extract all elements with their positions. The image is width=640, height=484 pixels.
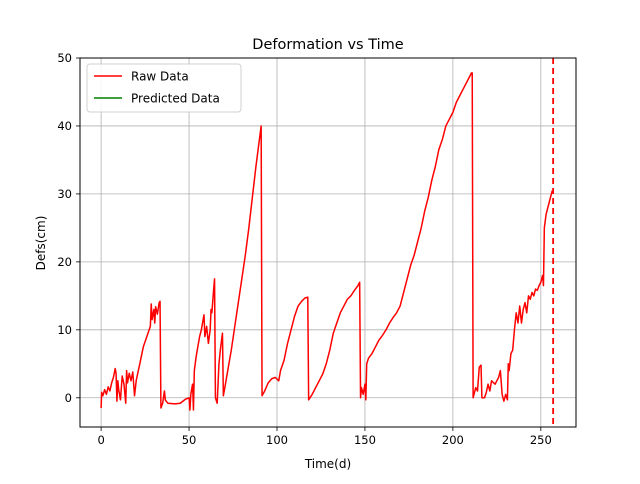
legend-label-raw-data: Raw Data (131, 70, 189, 84)
legend-label-predicted-data: Predicted Data (131, 92, 220, 106)
legend-box (86, 63, 242, 113)
grid (80, 57, 576, 427)
y-tick-label: 30 (57, 187, 72, 201)
x-tick-label: 0 (97, 433, 104, 447)
x-tick-label: 250 (530, 433, 552, 447)
chart-title: Deformation vs Time (252, 37, 403, 53)
y-tick-label: 50 (57, 51, 72, 65)
x-axis-ticks: 0 50 100 150 200 250 (97, 427, 552, 447)
y-axis-label: Defs(cm) (34, 216, 48, 271)
y-tick-label: 0 (65, 391, 72, 405)
plot-frame (79, 57, 577, 428)
y-axis-ticks: 0 10 20 30 40 50 (57, 51, 80, 405)
legend: Raw Data Predicted Data (86, 63, 242, 113)
x-tick-label: 200 (442, 433, 464, 447)
series-layer (100, 72, 553, 411)
y-tick-label: 10 (57, 323, 72, 337)
series-line-raw-data (100, 72, 553, 411)
plot-area (80, 58, 576, 427)
x-tick-label: 150 (354, 433, 376, 447)
x-axis-label: Time(d) (304, 457, 351, 471)
y-tick-label: 40 (57, 119, 72, 133)
x-tick-label: 100 (266, 433, 288, 447)
y-tick-label: 20 (57, 255, 72, 269)
x-tick-label: 50 (182, 433, 197, 447)
